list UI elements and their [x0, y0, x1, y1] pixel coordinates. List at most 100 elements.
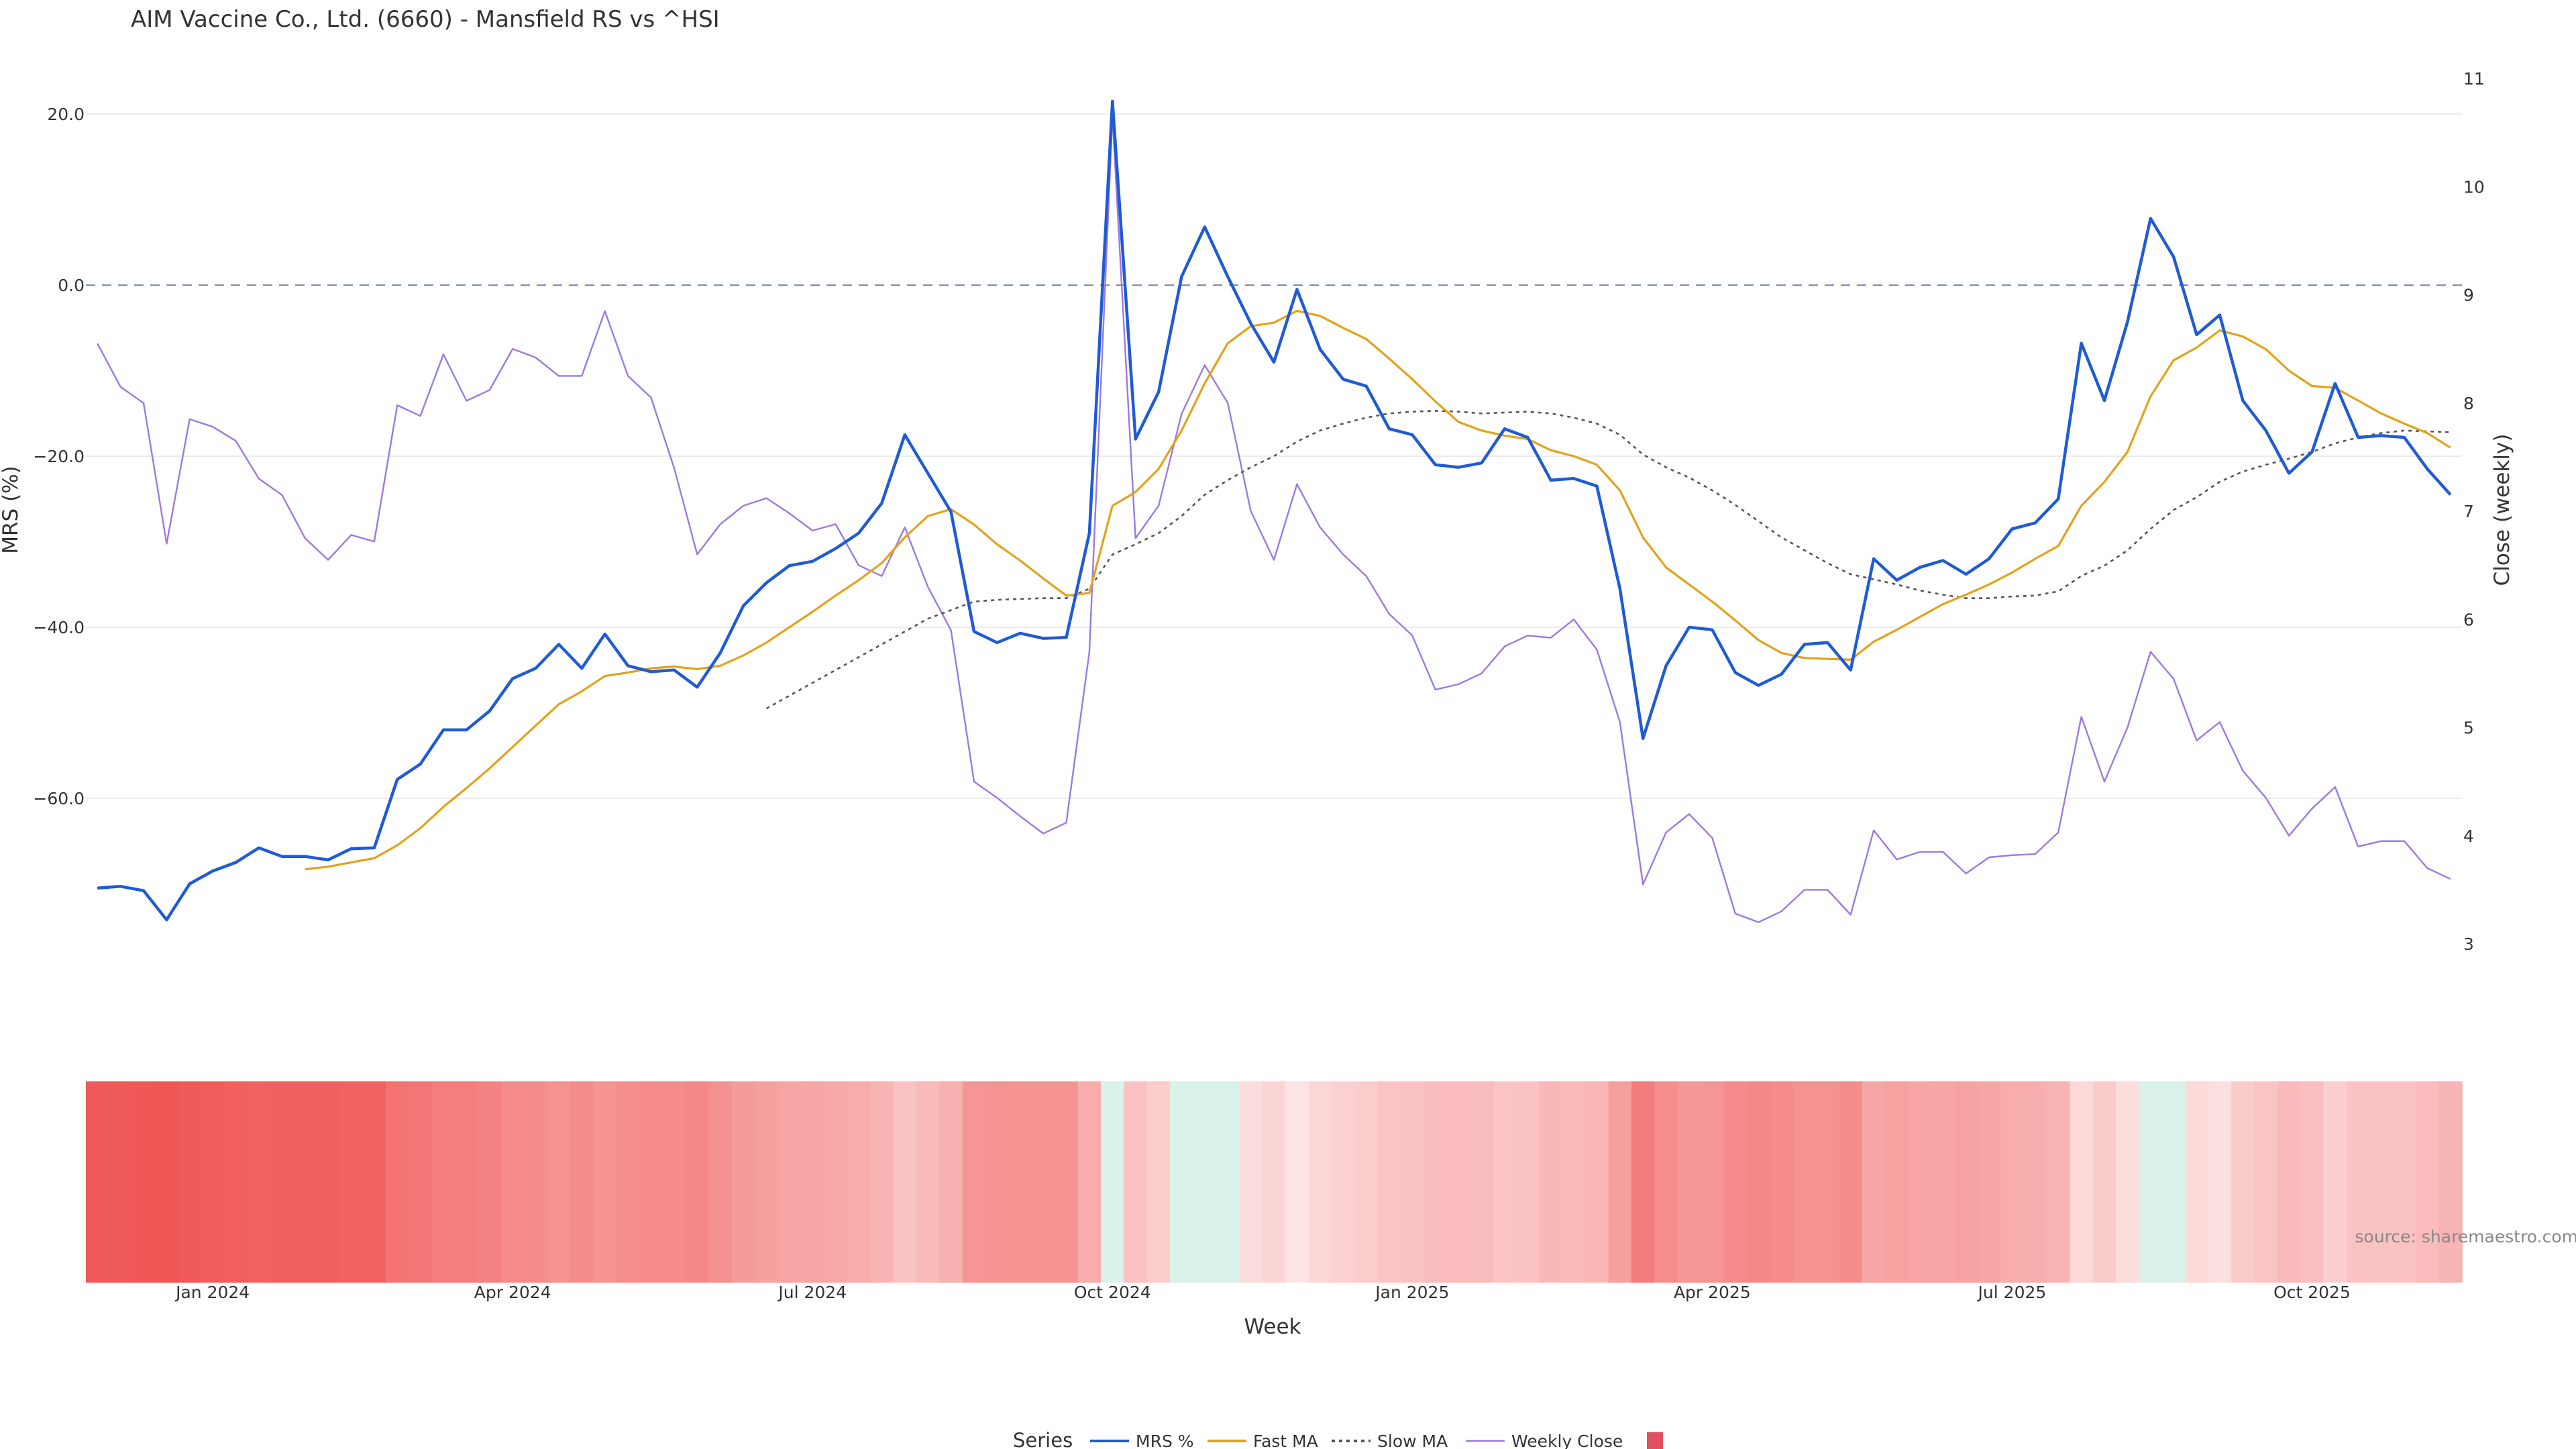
heatmap-cell — [1031, 1081, 1056, 1283]
heatmap-cell — [1124, 1081, 1148, 1283]
heatmap-cell — [2392, 1081, 2417, 1283]
heatmap-strip — [86, 1081, 2463, 1283]
heatmap-cell — [2208, 1081, 2232, 1283]
heatmap-cell — [409, 1081, 433, 1283]
y-axis-ticks: 20.0 0.0 −20.0 −40.0 −60.0 — [33, 105, 85, 808]
source-note: source: sharemaestro.com — [2355, 1227, 2576, 1246]
heatmap-cell — [2139, 1081, 2163, 1283]
heatmap-cell — [1792, 1081, 1817, 1283]
heatmap-cell — [2070, 1081, 2094, 1283]
heatmap-cell — [731, 1081, 756, 1283]
x-tick-label: Apr 2024 — [474, 1283, 551, 1302]
heatmap-cell — [2161, 1081, 2186, 1283]
heatmap-cell — [870, 1081, 894, 1283]
heatmap-cell — [662, 1081, 686, 1283]
y2-tick-label: 8 — [2463, 394, 2474, 413]
heatmap-cell — [1608, 1081, 1632, 1283]
heatmap-cell — [1331, 1081, 1356, 1283]
heatmap-cell — [616, 1081, 641, 1283]
heatmap-cell — [155, 1081, 179, 1283]
y2-tick-label: 6 — [2463, 610, 2474, 629]
heatmap-cell — [270, 1081, 294, 1283]
heatmap-cell — [1977, 1081, 2002, 1283]
heatmap-cell — [109, 1081, 133, 1283]
heatmap-cell — [362, 1081, 386, 1283]
heatmap-cell — [2092, 1081, 2116, 1283]
x-axis-title: Week — [1244, 1315, 1301, 1339]
heatmap-cell — [1308, 1081, 1332, 1283]
heatmap-cell — [916, 1081, 941, 1283]
heatmap-cell — [131, 1081, 156, 1283]
heatmap-cell — [801, 1081, 825, 1283]
heatmap-cell — [939, 1081, 963, 1283]
heatmap-cell — [2023, 1081, 2047, 1283]
x-tick-label: Jul 2024 — [777, 1283, 847, 1302]
y-tick-label: −40.0 — [33, 618, 85, 637]
heatmap-cell — [2416, 1081, 2440, 1283]
x-tick-label: Jul 2025 — [1977, 1283, 2047, 1302]
heatmap-cell — [824, 1081, 848, 1283]
y-tick-label: −60.0 — [33, 789, 85, 808]
heatmap-cell — [1493, 1081, 1517, 1283]
heatmap-cell — [755, 1081, 779, 1283]
heatmap-cell — [1746, 1081, 1771, 1283]
y2-axis-ticks: 3 4 5 6 7 8 9 10 11 — [2463, 69, 2485, 954]
heatmap-cell — [777, 1081, 802, 1283]
heatmap-cell — [1770, 1081, 1794, 1283]
heatmap-cell — [1654, 1081, 1678, 1283]
heatmap-cell — [1446, 1081, 1471, 1283]
y-tick-label: 20.0 — [47, 105, 85, 124]
x-tick-label: Jan 2024 — [174, 1283, 250, 1302]
series-line-fast-ma — [305, 309, 2451, 871]
heatmap-cell — [478, 1081, 502, 1283]
heatmap-cell — [500, 1081, 525, 1283]
heatmap-cell — [1170, 1081, 1194, 1283]
heatmap-cell — [2347, 1081, 2371, 1283]
heatmap-cell — [1701, 1081, 1725, 1283]
heatmap-cell — [1285, 1081, 1309, 1283]
x-tick-label: Apr 2025 — [1674, 1283, 1751, 1302]
heatmap-cell — [1585, 1081, 1609, 1283]
heatmap-cell — [1354, 1081, 1379, 1283]
heatmap-cell — [1954, 1081, 1978, 1283]
heatmap-cell — [1216, 1081, 1240, 1283]
heatmap-cell — [1401, 1081, 1425, 1283]
heatmap-cell — [2300, 1081, 2324, 1283]
legend-label: Weekly Close — [1511, 1432, 1623, 1449]
y-tick-label: −20.0 — [33, 447, 85, 466]
heatmap-cell — [570, 1081, 594, 1283]
heatmap-cell — [962, 1081, 986, 1283]
heatmap-cell — [686, 1081, 710, 1283]
legend-label: Fast MA — [1253, 1432, 1318, 1449]
heatmap-cell — [1908, 1081, 1932, 1283]
legend-swatch-heatmap — [1647, 1432, 1663, 1449]
y2-tick-label: 11 — [2463, 69, 2485, 89]
heatmap-cell — [1931, 1081, 1955, 1283]
heatmap-cell — [1055, 1081, 1079, 1283]
heatmap-cell — [1193, 1081, 1217, 1283]
heatmap-cell — [847, 1081, 871, 1283]
heatmap-cell — [893, 1081, 917, 1283]
heatmap-cell — [2323, 1081, 2347, 1283]
heatmap-cell — [639, 1081, 663, 1283]
y-axis-title: MRS (%) — [0, 466, 23, 553]
heatmap-cell — [431, 1081, 456, 1283]
x-tick-label: Oct 2024 — [1074, 1283, 1151, 1302]
heatmap-cell — [2047, 1081, 2071, 1283]
y2-tick-label: 4 — [2463, 826, 2474, 846]
series-layer — [97, 99, 2452, 923]
heatmap-cell — [2277, 1081, 2302, 1283]
heatmap-cell — [247, 1081, 271, 1283]
heatmap-cell — [316, 1081, 341, 1283]
legend: Series MRS % Fast MA Slow MA Weekly Close — [1013, 1429, 1663, 1449]
heatmap-cell — [1470, 1081, 1494, 1283]
heatmap-cell — [2254, 1081, 2278, 1283]
y2-tick-label: 3 — [2463, 934, 2474, 954]
x-axis-ticks: Jan 2024 Apr 2024 Jul 2024 Oct 2024 Jan 2025… — [174, 1283, 2351, 1302]
heatmap-cell — [1562, 1081, 1587, 1283]
y2-tick-label: 5 — [2463, 718, 2474, 738]
heatmap-cell — [2231, 1081, 2255, 1283]
legend-label: MRS % — [1136, 1432, 1194, 1449]
heatmap-cell — [1377, 1081, 1401, 1283]
